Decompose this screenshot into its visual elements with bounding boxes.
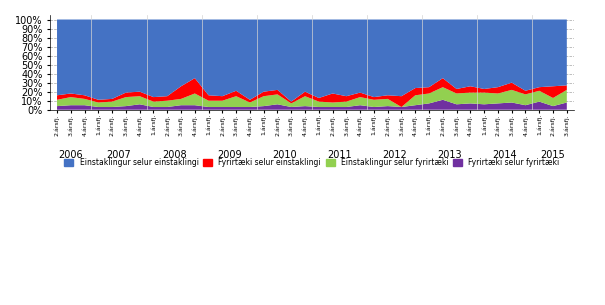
Text: 2011: 2011 [327, 149, 352, 160]
Text: 2012: 2012 [382, 149, 407, 160]
Text: 2014: 2014 [492, 149, 517, 160]
Text: 2010: 2010 [272, 149, 296, 160]
Text: 2015: 2015 [541, 149, 566, 160]
Text: 2009: 2009 [217, 149, 241, 160]
Text: 2008: 2008 [162, 149, 186, 160]
Text: 2013: 2013 [437, 149, 462, 160]
Text: 2006: 2006 [59, 149, 83, 160]
Text: 2007: 2007 [106, 149, 131, 160]
Legend: Einstaklingur selur einstaklingi, Fyrirtæki selur einstaklingi, Einstaklingur se: Einstaklingur selur einstaklingi, Fyrirt… [61, 155, 563, 170]
